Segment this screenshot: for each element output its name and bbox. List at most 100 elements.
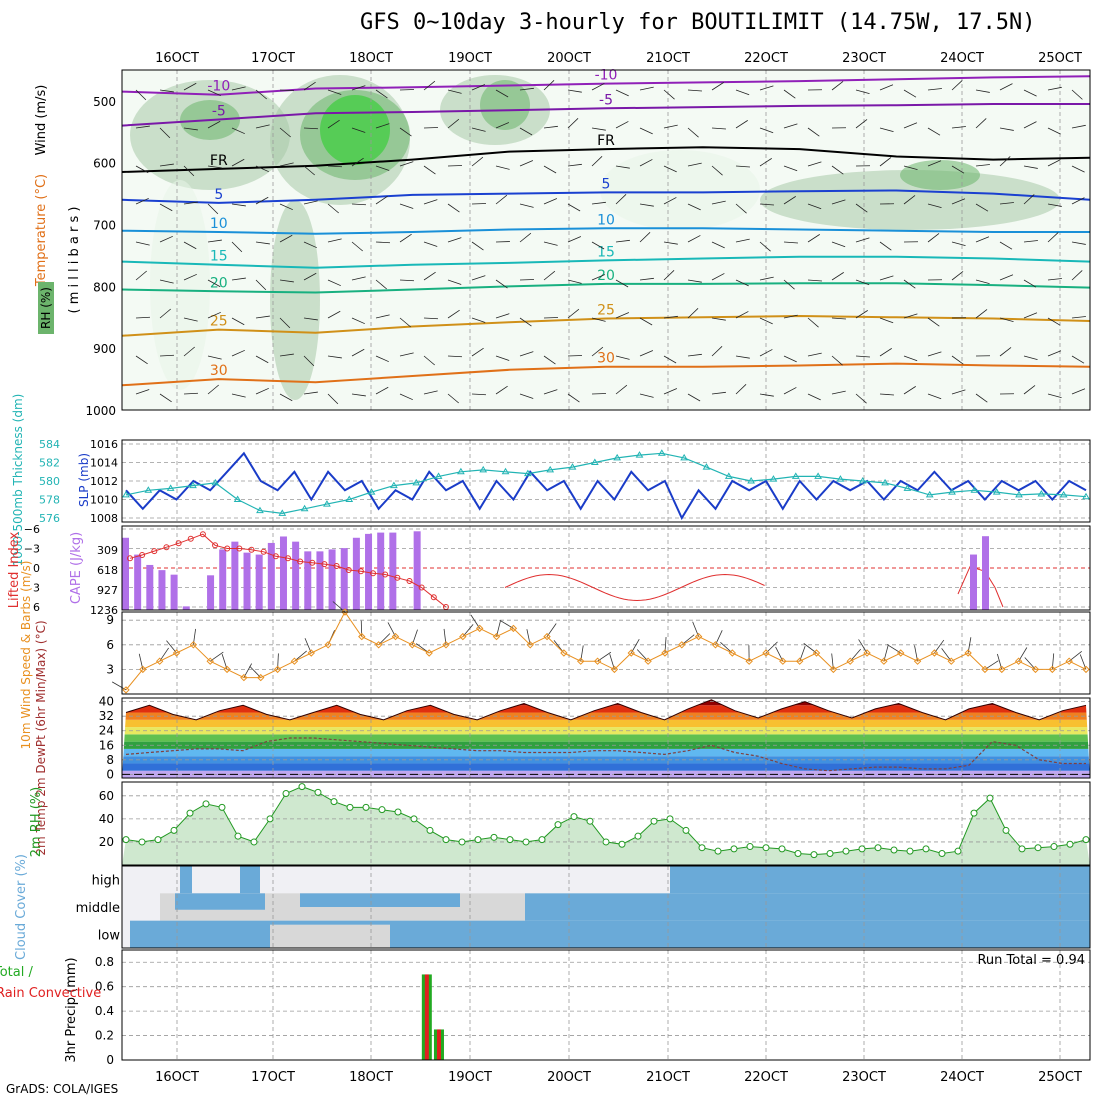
li-marker	[406, 578, 413, 584]
wind10-marker	[998, 665, 1006, 674]
run-total: Run Total = 0.94	[977, 953, 1085, 968]
li-line-2	[504, 573, 765, 602]
wind-barb	[759, 393, 774, 397]
wind-barb	[471, 84, 486, 91]
li-tick: −3	[24, 543, 40, 556]
x-tick-label-bottom: 20OCT	[547, 1070, 591, 1085]
thickness-marker	[256, 506, 264, 514]
thickness-marker	[568, 463, 577, 470]
cape-bar	[413, 531, 421, 610]
rh-marker	[298, 783, 306, 791]
x-tick-label-bottom: 25OCT	[1038, 1070, 1082, 1085]
li-marker	[430, 594, 437, 601]
wind-barb	[183, 317, 198, 322]
ylabel-cloud: Cloud Cover (%)	[14, 854, 29, 960]
y-tick-label: 700	[93, 219, 116, 233]
wind-barb	[255, 387, 269, 395]
wind10-marker	[964, 649, 972, 657]
precip-panel: 0 0.2 0.4 0.6 0.8 Run Total = 0.94 3hr Precip …	[0, 949, 1091, 1067]
wind10-barb	[546, 623, 557, 637]
wind-barb	[543, 355, 556, 365]
temp-band	[122, 748, 1090, 757]
wind-barb	[951, 165, 965, 174]
wind10-marker	[678, 641, 686, 649]
wind-barb	[999, 274, 1014, 281]
wind10-marker	[492, 632, 501, 641]
wind-barb	[639, 86, 654, 91]
thickness-marker	[211, 478, 220, 486]
wind-barb	[543, 241, 558, 246]
cape-bar	[122, 537, 129, 610]
wind-barb	[735, 279, 749, 287]
wind-barb	[711, 127, 726, 130]
wind-barb	[807, 203, 822, 210]
x-tick-label-bottom: 21OCT	[646, 1070, 690, 1085]
wind-barb	[711, 82, 724, 91]
wind-barb	[831, 241, 846, 248]
x-tick-label-top: 17OCT	[251, 51, 295, 66]
wind-barb	[423, 355, 435, 366]
precip-tick: 0	[106, 1053, 114, 1067]
thickness-marker	[702, 463, 711, 470]
wind-barb	[687, 393, 701, 402]
ylabel-thickness: 1000-500mb Thickness (dm)	[11, 394, 25, 567]
wind-barb	[711, 317, 726, 321]
temp-band	[122, 734, 1090, 742]
wind-barb	[1047, 159, 1061, 167]
wind-barb	[1047, 203, 1062, 207]
wind10-barb	[294, 650, 307, 662]
rh-legend-swatch	[38, 282, 54, 334]
wind-barb	[663, 241, 678, 245]
cloud-block-gray	[270, 924, 390, 948]
wind-barb	[759, 276, 774, 281]
wind10-marker	[694, 632, 703, 641]
rh-shade	[320, 95, 390, 165]
wind-barb	[1023, 121, 1037, 129]
wind-barb	[279, 203, 293, 211]
wind-barb	[231, 241, 243, 253]
rh-marker	[1018, 845, 1026, 853]
li-marker	[248, 546, 255, 553]
wind10-marker	[1065, 657, 1073, 665]
wind-barb	[735, 355, 750, 359]
wind-barb	[855, 203, 868, 213]
wind10-marker	[442, 641, 450, 649]
ylabel-slp: SLP (mb)	[77, 453, 91, 507]
wind-barb	[807, 279, 822, 282]
thickness-marker	[1059, 490, 1068, 498]
wind-barb	[783, 355, 797, 363]
wind-barb	[495, 194, 508, 205]
wind-barb	[375, 195, 388, 205]
wind-barb	[471, 275, 486, 281]
wind-barb	[663, 165, 677, 173]
rh-marker	[1066, 840, 1074, 848]
temp-bands	[122, 699, 1090, 778]
cape-bar	[231, 541, 239, 610]
wind-barb	[615, 121, 629, 129]
wind10-marker	[324, 641, 332, 649]
thickness-marker	[278, 509, 287, 516]
wind-barb	[879, 317, 894, 324]
cape-bar	[982, 536, 989, 610]
wind10-marker	[374, 641, 383, 649]
thickness-marker	[233, 495, 242, 502]
rh-marker	[250, 838, 258, 846]
cape-bar	[267, 542, 275, 610]
wind10-marker	[1014, 657, 1023, 665]
rh-shade	[150, 180, 210, 390]
wind-barb	[711, 165, 723, 176]
li-marker	[151, 548, 158, 555]
rh-marker	[218, 803, 226, 811]
wind-barb	[903, 313, 918, 319]
wind10-barb	[934, 639, 945, 654]
thickness-tick: 578	[39, 494, 60, 507]
wind10-marker	[223, 665, 231, 674]
wind-barb	[1047, 232, 1059, 243]
rh-marker	[458, 838, 466, 846]
contour-label: 30	[597, 351, 615, 367]
wind10-marker	[475, 624, 484, 633]
wind-barb	[351, 393, 366, 397]
temp-contour	[121, 103, 1090, 127]
rh-marker	[746, 843, 754, 851]
wind10-marker	[829, 665, 838, 674]
